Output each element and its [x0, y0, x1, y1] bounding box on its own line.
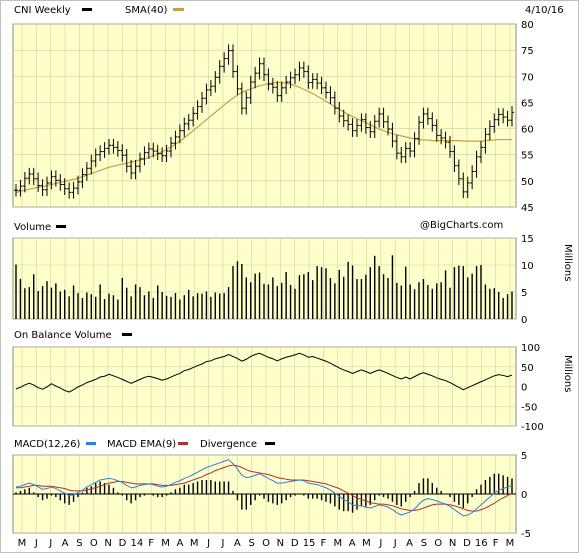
macd-ema-legend-label: MACD EMA(9)	[107, 439, 176, 450]
obv-unit-label: Millions	[562, 355, 573, 392]
macd-panel: -5 0 5 MACD(12,26) MACD EMA(9) Divergence	[12, 439, 531, 540]
x-tick-label: F	[148, 538, 154, 549]
y-tick-label: 0	[521, 383, 527, 394]
macd-title: MACD(12,26)	[14, 439, 81, 450]
x-tick-label: A	[62, 538, 69, 549]
x-tick-label: O	[262, 538, 270, 549]
price-y-axis: 45 50 55 60 65 70 75 80	[521, 20, 534, 214]
x-tick-label: S	[76, 538, 82, 549]
volume-unit-label: Millions	[562, 244, 573, 281]
x-tick-label: D	[291, 538, 299, 549]
x-tick-label: N	[449, 538, 456, 549]
x-tick-label: S	[421, 538, 427, 549]
y-tick-label: 50	[521, 177, 534, 188]
volume-panel: 0 5 10 15 Volume Millions	[12, 222, 573, 326]
macd-line	[15, 459, 513, 517]
chart-title: CNI Weekly	[14, 5, 71, 16]
y-tick-label: 15	[521, 234, 534, 245]
x-tick-label: M	[362, 538, 371, 549]
x-tick-label: M	[190, 538, 199, 549]
price-panel: 45 50 55 60 65 70 75 80 CNI Weekly SMA(40) 4/10…	[12, 5, 564, 231]
sma-legend-swatch	[173, 8, 184, 11]
x-tick-label: S	[248, 538, 254, 549]
x-tick-label: J	[48, 538, 52, 549]
macd-y-axis: -5 0 5	[521, 451, 531, 540]
price-legend-swatch	[82, 8, 92, 11]
x-tick-label: 14	[130, 538, 143, 549]
macd-ema-legend-swatch	[178, 442, 188, 445]
x-axis: M J J A S O N D 14 F M A M J J A S O N D 15 F M A M J J A S O N D 16 F M	[18, 538, 515, 549]
obv-title: On Balance Volume	[14, 330, 112, 341]
y-tick-label: 60	[521, 125, 534, 136]
obv-y-axis: -100 -50 0 50 100	[521, 343, 544, 433]
x-tick-label: M	[333, 538, 342, 549]
x-tick-label: D	[119, 538, 127, 549]
x-tick-label: 16	[475, 538, 488, 549]
x-tick-label: F	[493, 538, 499, 549]
price-bars	[14, 44, 514, 199]
x-tick-label: J	[206, 538, 210, 549]
x-tick-label: A	[176, 538, 183, 549]
x-tick-label: M	[161, 538, 170, 549]
y-tick-label: -50	[521, 402, 537, 413]
volume-y-axis: 0 5 10 15	[521, 234, 534, 326]
x-tick-label: N	[104, 538, 111, 549]
y-tick-label: 5	[521, 288, 527, 299]
y-tick-label: 10	[521, 261, 534, 272]
y-tick-label: 5	[521, 451, 527, 462]
x-tick-label: J	[378, 538, 382, 549]
y-tick-label: 70	[521, 72, 534, 83]
x-tick-label: J	[220, 538, 224, 549]
macd-legend-swatch	[86, 442, 96, 445]
y-tick-label: 75	[521, 46, 534, 57]
chart-date: 4/10/16	[525, 5, 564, 16]
x-tick-label: A	[406, 538, 413, 549]
y-tick-label: -5	[521, 529, 531, 540]
y-tick-label: 45	[521, 203, 534, 214]
sma-legend-label: SMA(40)	[125, 5, 167, 16]
y-tick-label: 65	[521, 98, 534, 109]
x-tick-label: O	[434, 538, 442, 549]
y-tick-label: 80	[521, 20, 534, 31]
y-tick-label: 0	[521, 315, 527, 326]
x-tick-label: A	[349, 538, 356, 549]
x-tick-label: F	[321, 538, 327, 549]
watermark: @BigCharts.com	[420, 220, 503, 231]
x-tick-label: 15	[303, 538, 316, 549]
obv-grid	[13, 346, 516, 427]
obv-legend-swatch	[122, 333, 132, 336]
price-panel-bg	[12, 23, 517, 208]
y-tick-label: 100	[521, 343, 540, 354]
x-tick-label: N	[277, 538, 284, 549]
obv-line	[15, 352, 513, 393]
sma-line	[15, 81, 512, 193]
y-tick-label: -100	[521, 422, 544, 433]
y-tick-label: 50	[521, 363, 534, 374]
x-tick-label: M	[18, 538, 27, 549]
x-tick-label: M	[506, 538, 515, 549]
macd-divergence-bars	[13, 473, 516, 513]
x-tick-label: A	[234, 538, 241, 549]
obv-panel: -100 -50 0 50 100 On Balance Volume Millions	[12, 330, 573, 433]
y-tick-label: 55	[521, 151, 534, 162]
divergence-legend-label: Divergence	[200, 439, 257, 450]
volume-title: Volume	[14, 222, 51, 233]
volume-bars	[15, 255, 513, 319]
y-tick-label: 0	[521, 490, 527, 501]
x-tick-label: O	[90, 538, 98, 549]
macd-ema-line	[16, 464, 513, 512]
volume-legend-swatch	[56, 225, 66, 228]
x-tick-label: D	[463, 538, 471, 549]
divergence-legend-swatch	[265, 442, 275, 445]
x-tick-label: J	[393, 538, 397, 549]
x-tick-label: J	[34, 538, 38, 549]
